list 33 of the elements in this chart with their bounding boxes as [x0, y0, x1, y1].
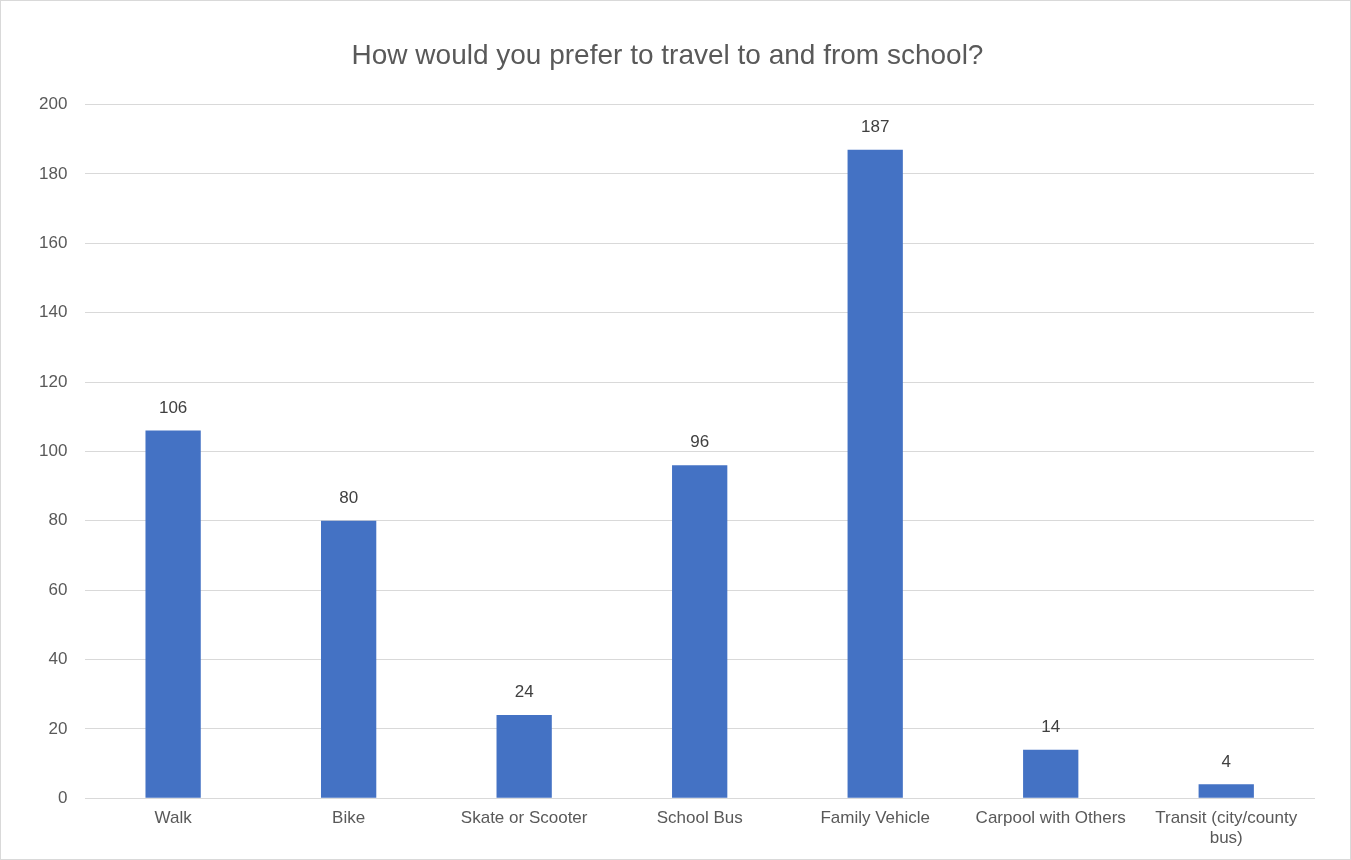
x-tick-label: Walk — [154, 808, 193, 828]
bar — [145, 430, 201, 798]
data-label: 14 — [1041, 716, 1061, 736]
x-tick-label: School Bus — [656, 808, 743, 828]
y-tick-label: 60 — [48, 579, 68, 599]
bar — [672, 465, 728, 798]
y-tick-label: 180 — [38, 163, 68, 183]
bar — [847, 149, 903, 798]
chart-title: How would you prefer to travel to and from school? — [351, 38, 984, 70]
x-tick-label: Skate or Scooter — [460, 808, 588, 828]
x-tick-label: Transit (city/county bus) — [1155, 808, 1298, 848]
y-tick-label: 120 — [38, 371, 68, 391]
data-label: 187 — [861, 116, 890, 136]
y-tick-label: 140 — [38, 302, 68, 322]
data-label: 80 — [339, 487, 359, 507]
y-tick-label: 100 — [38, 441, 68, 461]
x-tick-label: Carpool with Others — [975, 808, 1126, 828]
x-tick-label: Bike — [332, 808, 366, 828]
x-tick-label: Family Vehicle — [820, 808, 931, 828]
y-tick-label: 200 — [38, 94, 68, 114]
y-tick-label: 40 — [48, 649, 68, 669]
y-tick-label: 20 — [48, 718, 68, 738]
data-label: 24 — [514, 682, 534, 702]
data-label: 4 — [1221, 751, 1231, 771]
bar — [1023, 749, 1079, 798]
data-label: 106 — [158, 397, 188, 417]
y-tick-label: 80 — [48, 510, 68, 530]
bar — [496, 714, 552, 798]
y-tick-label: 160 — [38, 233, 68, 253]
y-tick-label: 0 — [57, 787, 68, 807]
bar — [321, 520, 377, 798]
data-label: 96 — [690, 432, 710, 452]
bar — [1198, 784, 1254, 798]
